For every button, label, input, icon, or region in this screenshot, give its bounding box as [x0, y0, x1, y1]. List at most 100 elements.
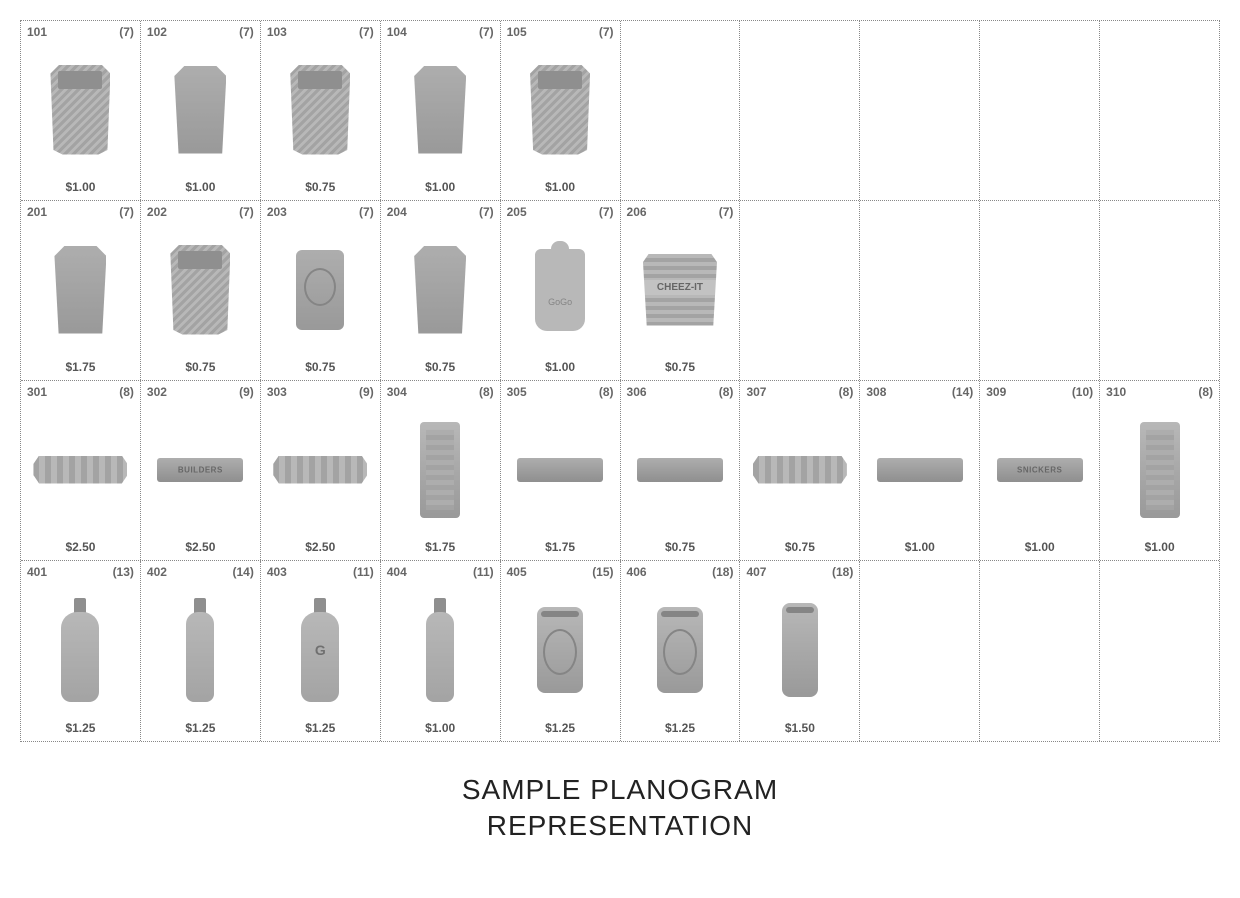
- slot-header: 301(8): [27, 385, 134, 399]
- slot-body: [1106, 399, 1213, 540]
- product-slot[interactable]: 402(14)$1.25: [141, 561, 261, 741]
- slot-price: $1.00: [387, 721, 494, 735]
- slot-qty: (8): [479, 385, 494, 399]
- slot-qty: (14): [952, 385, 973, 399]
- slot-qty: (8): [839, 385, 854, 399]
- product-slot[interactable]: 102(7)$1.00: [141, 21, 261, 200]
- empty-slot: [1100, 561, 1219, 741]
- caption-line-1: SAMPLE PLANOGRAM: [20, 772, 1220, 808]
- product-slot[interactable]: 105(7)$1.00: [501, 21, 621, 200]
- slot-body: [1106, 39, 1213, 180]
- slot-price: [866, 180, 973, 194]
- product-icon: [637, 458, 723, 482]
- slot-price: [866, 721, 973, 735]
- slot-code: 303: [267, 385, 287, 399]
- slot-qty: (7): [239, 205, 254, 219]
- empty-slot: [740, 201, 860, 380]
- slot-header: 304(8): [387, 385, 494, 399]
- empty-slot: [980, 561, 1100, 741]
- product-slot[interactable]: 307(8)$0.75: [740, 381, 860, 560]
- slot-price: $0.75: [267, 360, 374, 374]
- product-slot[interactable]: 203(7)$0.75: [261, 201, 381, 380]
- slot-header: 204(7): [387, 205, 494, 219]
- product-slot[interactable]: 401(13)$1.25: [21, 561, 141, 741]
- caption-line-2: REPRESENTATION: [20, 808, 1220, 844]
- slot-price: $2.50: [267, 540, 374, 554]
- product-slot[interactable]: 306(8)$0.75: [621, 381, 741, 560]
- product-icon: [33, 456, 127, 484]
- slot-price: $0.75: [627, 360, 734, 374]
- product-slot[interactable]: 205(7)$1.00: [501, 201, 621, 380]
- slot-header: 206(7): [627, 205, 734, 219]
- product-slot[interactable]: 201(7)$1.75: [21, 201, 141, 380]
- slot-body: [746, 219, 853, 360]
- product-slot[interactable]: 202(7)$0.75: [141, 201, 261, 380]
- slot-price: $1.25: [507, 721, 614, 735]
- empty-slot: [1100, 21, 1219, 200]
- product-icon: G: [301, 598, 339, 702]
- slot-code: 301: [27, 385, 47, 399]
- slot-header: 303(9): [267, 385, 374, 399]
- slot-body: [387, 579, 494, 721]
- slot-qty: (7): [359, 25, 374, 39]
- product-slot[interactable]: 104(7)$1.00: [381, 21, 501, 200]
- slot-body: [507, 39, 614, 180]
- product-slot[interactable]: 405(15)$1.25: [501, 561, 621, 741]
- slot-code: 204: [387, 205, 407, 219]
- product-slot[interactable]: 403(11)G$1.25: [261, 561, 381, 741]
- product-slot[interactable]: 308(14)$1.00: [860, 381, 980, 560]
- product-slot[interactable]: 305(8)$1.75: [501, 381, 621, 560]
- product-slot[interactable]: 310(8)$1.00: [1100, 381, 1219, 560]
- slot-code: 302: [147, 385, 167, 399]
- product-slot[interactable]: 101(7)$1.00: [21, 21, 141, 200]
- slot-body: [387, 39, 494, 180]
- slot-header: [986, 205, 1093, 219]
- slot-code: 101: [27, 25, 47, 39]
- slot-code: 105: [507, 25, 527, 39]
- product-icon: [1140, 422, 1180, 518]
- slot-qty: (7): [119, 205, 134, 219]
- slot-qty: (8): [599, 385, 614, 399]
- slot-body: [746, 399, 853, 540]
- slot-body: [507, 399, 614, 540]
- product-slot[interactable]: 309(10)$1.00: [980, 381, 1100, 560]
- slot-code: 310: [1106, 385, 1126, 399]
- product-icon: [174, 66, 226, 154]
- product-slot[interactable]: 404(11)$1.00: [381, 561, 501, 741]
- slot-price: $1.50: [746, 721, 853, 735]
- slot-price: $1.25: [627, 721, 734, 735]
- product-slot[interactable]: 407(18)$1.50: [740, 561, 860, 741]
- product-slot[interactable]: 204(7)$0.75: [381, 201, 501, 380]
- shelf-row: 401(13)$1.25402(14)$1.25403(11)G$1.25404…: [21, 561, 1219, 741]
- slot-header: [1106, 25, 1213, 39]
- slot-header: [746, 205, 853, 219]
- slot-body: [27, 39, 134, 180]
- slot-qty: (8): [719, 385, 734, 399]
- product-slot[interactable]: 301(8)$2.50: [21, 381, 141, 560]
- slot-header: 305(8): [507, 385, 614, 399]
- slot-body: [627, 39, 734, 180]
- product-slot[interactable]: 206(7) $0.75: [621, 201, 741, 380]
- slot-code: 103: [267, 25, 287, 39]
- product-slot[interactable]: 406(18)$1.25: [621, 561, 741, 741]
- slot-header: 103 (7): [267, 25, 374, 39]
- shelf-row: 101(7)$1.00102(7)$1.00103(7)$0.75104(7)$…: [21, 21, 1219, 201]
- product-slot[interactable]: 303(9) $2.50: [261, 381, 381, 560]
- slot-header: 205(7): [507, 205, 614, 219]
- slot-body: [627, 219, 734, 360]
- slot-header: 307(8): [746, 385, 853, 399]
- product-icon: [273, 456, 367, 484]
- slot-body: [147, 399, 254, 540]
- product-slot[interactable]: 304(8)$1.75: [381, 381, 501, 560]
- product-icon: [753, 456, 847, 484]
- slot-header: [1106, 565, 1213, 579]
- slot-header: 308(14): [866, 385, 973, 399]
- slot-price: [866, 360, 973, 374]
- product-slot[interactable]: 103(7)$0.75: [261, 21, 381, 200]
- slot-body: [986, 39, 1093, 180]
- product-slot[interactable]: 302(9)$2.50: [141, 381, 261, 560]
- slot-body: [1106, 219, 1213, 360]
- slot-qty: (7): [719, 205, 734, 219]
- slot-qty: (8): [1198, 385, 1213, 399]
- product-icon: [54, 246, 106, 334]
